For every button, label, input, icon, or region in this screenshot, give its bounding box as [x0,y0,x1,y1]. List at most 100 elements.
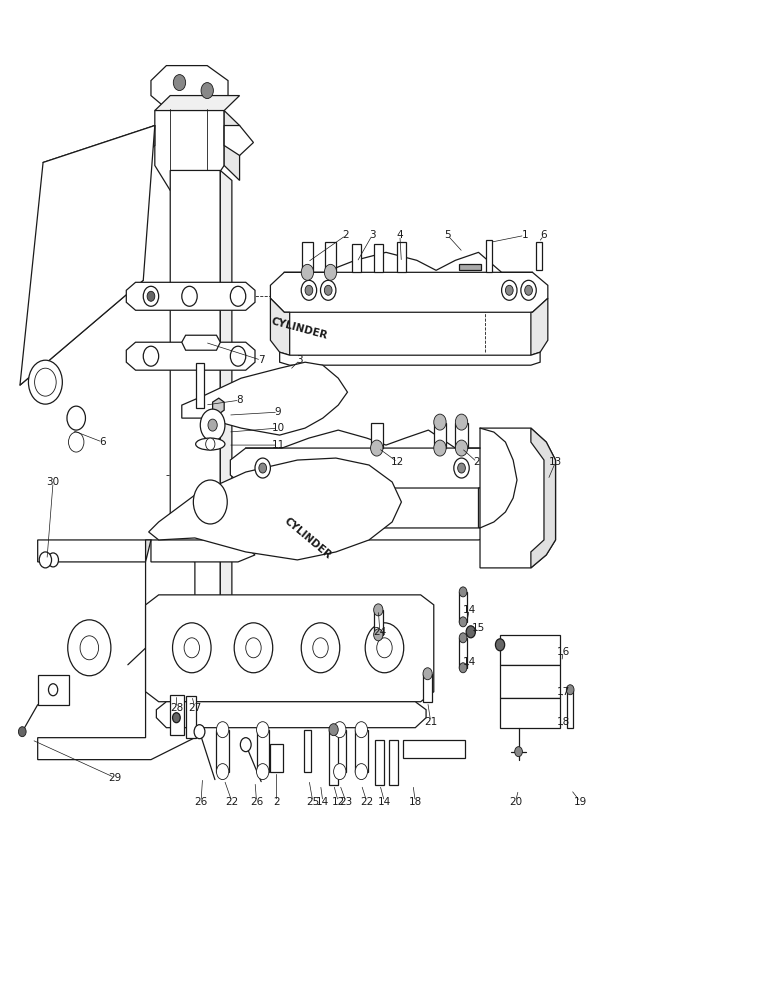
Circle shape [256,764,269,780]
Polygon shape [181,362,347,435]
Polygon shape [230,525,488,540]
Circle shape [521,280,537,300]
Polygon shape [155,109,224,190]
Text: 9: 9 [275,407,282,417]
Circle shape [313,638,328,658]
Text: 26: 26 [250,797,263,807]
Circle shape [48,553,59,567]
Circle shape [245,638,261,658]
Bar [389,740,398,785]
Polygon shape [224,126,253,155]
Bar [486,240,493,272]
Bar [302,242,313,272]
Polygon shape [146,595,434,702]
Circle shape [515,747,523,757]
Bar [403,740,465,758]
Polygon shape [155,96,239,111]
Text: 22: 22 [360,797,374,807]
Circle shape [205,438,215,450]
Polygon shape [132,126,155,155]
Polygon shape [531,428,556,568]
Circle shape [194,725,205,739]
Circle shape [377,638,392,658]
Circle shape [256,722,269,738]
Circle shape [68,620,111,676]
Circle shape [255,458,270,478]
Circle shape [506,285,513,295]
Text: 12: 12 [391,457,405,467]
Text: 14: 14 [462,605,476,615]
Circle shape [208,419,217,431]
Bar [397,242,406,272]
Circle shape [459,617,467,627]
Polygon shape [270,298,290,355]
Circle shape [216,722,229,738]
Circle shape [324,285,332,295]
Polygon shape [38,540,195,760]
Circle shape [67,406,86,430]
Polygon shape [151,540,255,562]
Bar [375,740,384,785]
Polygon shape [479,475,496,528]
Text: 8: 8 [236,395,243,405]
Bar [459,264,481,270]
Text: 28: 28 [170,703,183,713]
Circle shape [459,633,467,643]
Bar [459,638,467,668]
Circle shape [459,587,467,597]
Text: 30: 30 [46,477,59,487]
Polygon shape [151,66,228,109]
Bar [537,242,542,270]
Circle shape [567,685,574,695]
Polygon shape [157,702,426,728]
Text: 12: 12 [332,797,345,807]
Circle shape [49,684,58,696]
Bar [374,610,383,635]
Circle shape [329,724,338,736]
Text: 1: 1 [521,230,528,240]
Circle shape [172,623,211,673]
Text: 24: 24 [373,627,387,637]
Circle shape [305,285,313,295]
Circle shape [355,722,367,738]
Circle shape [466,626,476,638]
Bar [500,698,560,728]
Circle shape [365,623,404,673]
Circle shape [434,414,446,430]
Circle shape [374,629,383,641]
Text: 15: 15 [472,623,485,633]
Text: 27: 27 [188,703,201,713]
Bar [216,730,229,772]
Circle shape [374,604,383,616]
Bar [270,744,283,772]
Text: 18: 18 [408,797,422,807]
Bar [434,423,446,448]
Polygon shape [38,675,69,705]
Polygon shape [212,398,224,414]
Text: 10: 10 [272,423,285,433]
Text: 14: 14 [378,797,391,807]
Text: 18: 18 [557,717,570,727]
Text: 26: 26 [195,797,208,807]
Circle shape [35,368,56,396]
Polygon shape [146,540,151,562]
Bar [334,730,346,772]
Circle shape [301,264,313,280]
Text: 2: 2 [473,457,480,467]
Bar [500,635,560,665]
Bar [500,665,560,698]
Circle shape [502,280,517,300]
Text: 2: 2 [343,230,349,240]
Bar [423,674,432,702]
Polygon shape [171,170,220,625]
Circle shape [181,286,197,306]
Text: 11: 11 [272,440,285,450]
Circle shape [184,638,199,658]
Polygon shape [480,428,556,568]
Circle shape [301,623,340,673]
Circle shape [173,75,185,91]
Text: 13: 13 [549,457,562,467]
Polygon shape [181,335,220,350]
Circle shape [69,432,84,452]
Bar [171,695,184,735]
